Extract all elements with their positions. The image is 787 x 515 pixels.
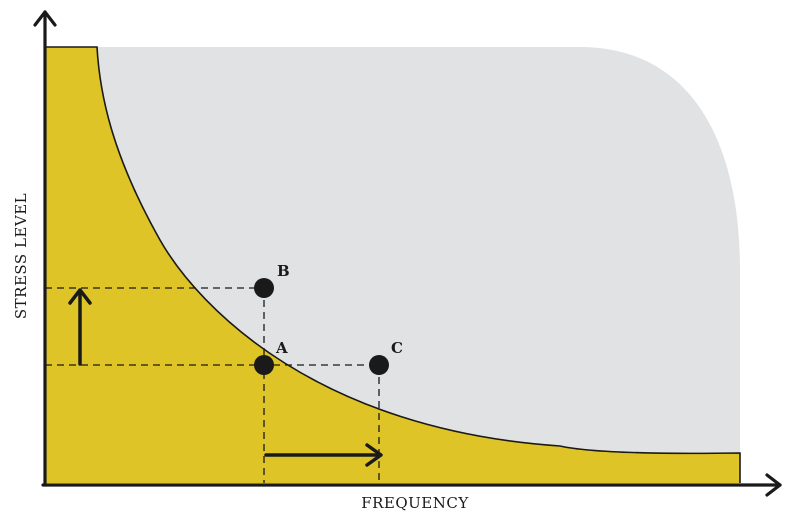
point-b: [254, 278, 274, 298]
axes: [33, 10, 782, 497]
lower-region: [45, 47, 740, 483]
x-axis-arrowhead: [765, 473, 782, 497]
frequency-increase-arrow: [264, 443, 383, 467]
stress-frequency-curve: [45, 46, 741, 483]
point-c-label: C: [391, 339, 403, 357]
upper-region: [97, 47, 740, 454]
stress-increase-arrow: [68, 288, 92, 366]
point-a-label: A: [275, 339, 288, 357]
guide-lines: [45, 287, 380, 483]
y-axis-arrowhead: [33, 10, 57, 27]
point-b-label: B: [277, 262, 290, 280]
x-axis-label: FREQUENCY: [361, 494, 469, 512]
point-c: [369, 355, 389, 375]
y-axis-label: STRESS LEVEL: [12, 193, 30, 319]
point-a: [254, 355, 274, 375]
